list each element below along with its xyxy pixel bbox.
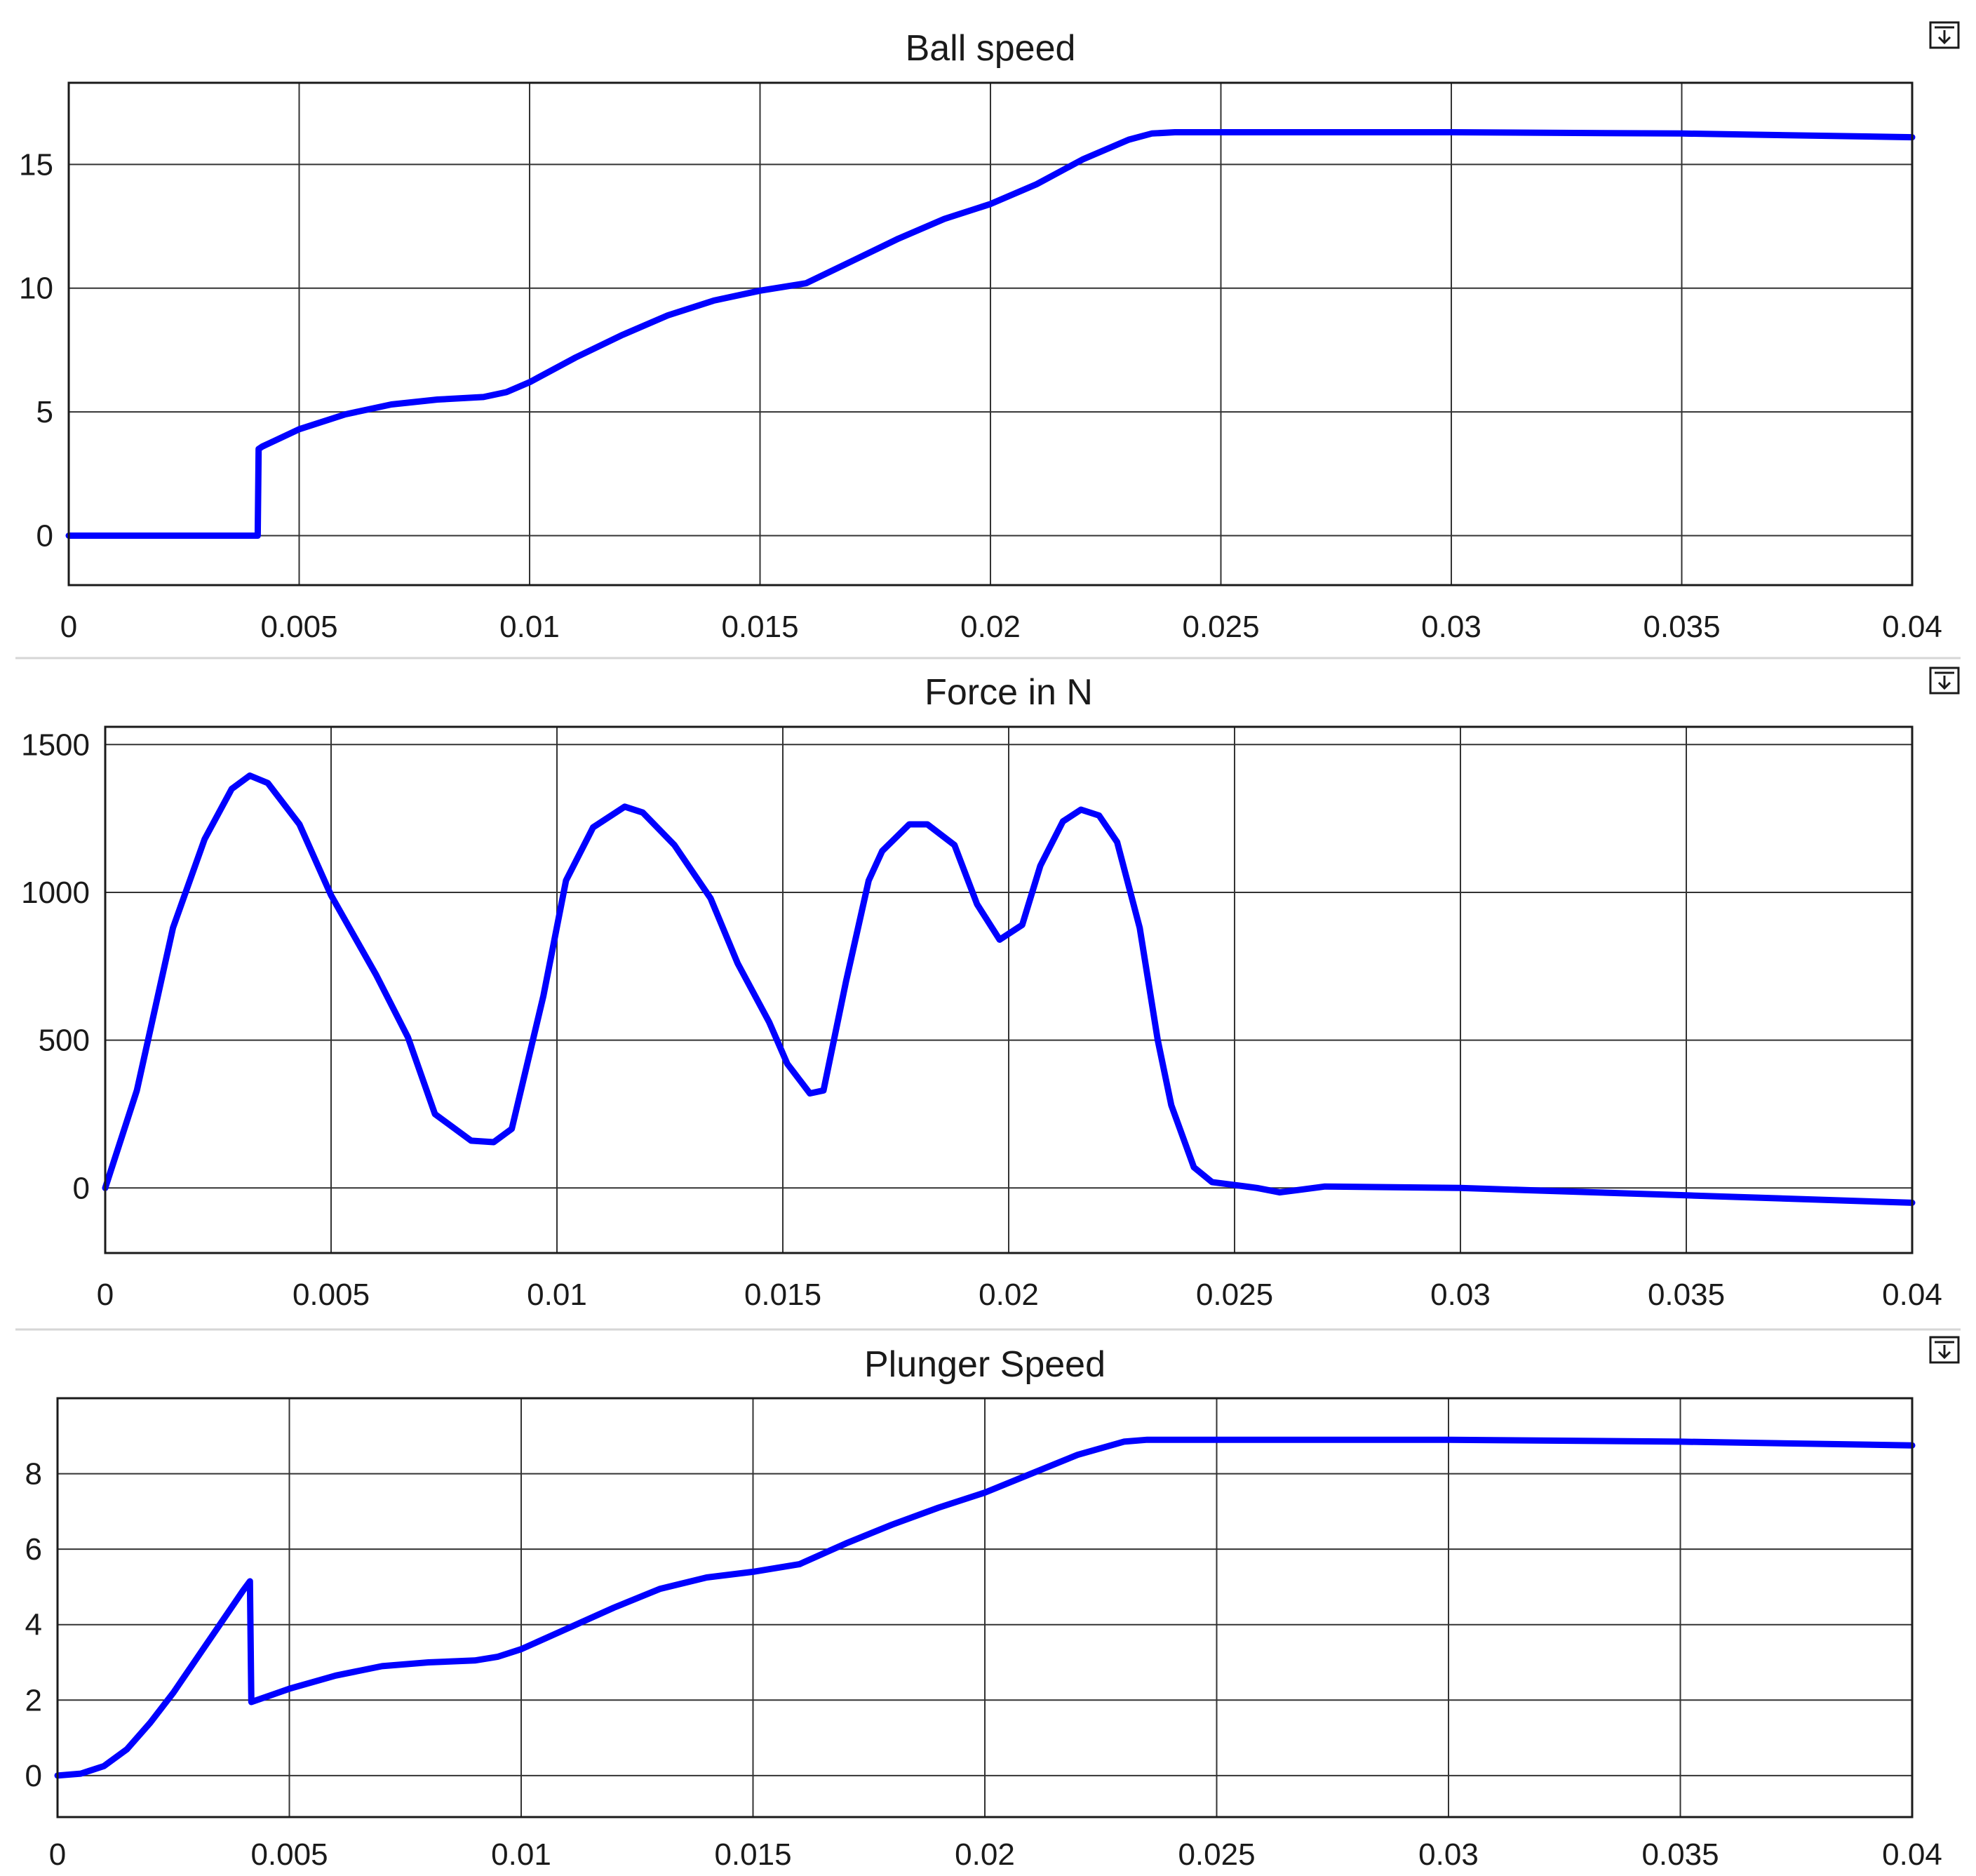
y-tick-label: 2 — [25, 1683, 42, 1717]
x-tick-label: 0.04 — [1882, 1837, 1942, 1872]
y-tick-label: 0 — [36, 518, 53, 553]
dock-icon-arrow — [1937, 1351, 1951, 1360]
series-line-1 — [54, 1436, 1916, 1779]
x-tick-label: 0.03 — [1421, 610, 1481, 644]
x-tick-label: 0.01 — [527, 1278, 587, 1312]
y-tick-label: 6 — [25, 1532, 42, 1567]
x-tick-label: 0 — [49, 1837, 66, 1872]
x-tick-label: 0.03 — [1418, 1837, 1479, 1872]
chart-title: Plunger Speed — [864, 1344, 1105, 1385]
x-tick-label: 0.04 — [1882, 1278, 1942, 1312]
y-tick-label: 500 — [39, 1024, 90, 1058]
y-tick-label: 1500 — [21, 728, 90, 762]
x-tick-label: 0.03 — [1430, 1278, 1491, 1312]
plot-frame — [67, 81, 1914, 587]
x-tick-label: 0 — [60, 610, 77, 644]
x-tick-label: 0.04 — [1882, 610, 1942, 644]
dock-icon-arrow — [1937, 36, 1951, 45]
chart-title: Force in N — [925, 672, 1093, 713]
x-tick-label: 0.01 — [491, 1837, 551, 1872]
x-tick-label: 0.015 — [721, 610, 798, 644]
x-tick-label: 0.025 — [1182, 610, 1259, 644]
dock-icon-arrow — [1937, 681, 1951, 690]
x-tick-label: 0.025 — [1196, 1278, 1273, 1312]
chart-panel-2: Force in N 0 0.005 0.01 0.015 0.02 0.025 0.03 0.… — [21, 666, 1960, 1312]
plot-frame — [56, 1397, 1914, 1818]
y-tick-label: 4 — [25, 1608, 42, 1642]
chart-panel-1: Ball speed 0 0.005 0.01 0.015 0.02 0.025 0.03 0.… — [19, 21, 1960, 644]
dock-arrow-icon[interactable] — [1929, 666, 1960, 695]
plot-frame — [104, 725, 1914, 1254]
y-tick-label: 1000 — [21, 876, 90, 910]
x-tick-label: 0.035 — [1641, 1837, 1719, 1872]
x-tick-label: 0.015 — [714, 1837, 791, 1872]
series-line-1 — [65, 129, 1916, 539]
y-tick-label: 8 — [25, 1457, 42, 1492]
x-tick-label: 0.005 — [250, 1837, 328, 1872]
x-tick-label: 0.035 — [1643, 610, 1720, 644]
x-tick-label: 0.005 — [260, 610, 337, 644]
x-tick-label: 0.025 — [1178, 1837, 1255, 1872]
x-tick-label: 0.02 — [979, 1278, 1039, 1312]
y-tick-label: 0 — [25, 1759, 42, 1793]
x-tick-label: 0.02 — [960, 610, 1021, 644]
chart-panel-3: Plunger Speed 0 0.005 0.01 0.015 0.02 0.025 0.0… — [25, 1336, 1960, 1872]
y-tick-label: 0 — [73, 1171, 90, 1205]
x-tick-label: 0.02 — [955, 1837, 1015, 1872]
x-tick-label: 0.015 — [744, 1278, 821, 1312]
dock-arrow-icon[interactable] — [1929, 1336, 1960, 1364]
chart-title: Ball speed — [906, 28, 1076, 69]
y-tick-label: 5 — [36, 395, 53, 429]
series-line-1 — [102, 772, 1916, 1206]
x-tick-label: 0.005 — [293, 1278, 370, 1312]
x-tick-label: 0 — [97, 1278, 114, 1312]
x-tick-label: 0.035 — [1648, 1278, 1725, 1312]
y-tick-label: 10 — [19, 272, 53, 306]
x-tick-label: 0.01 — [499, 610, 560, 644]
dock-arrow-icon[interactable] — [1929, 21, 1960, 49]
y-tick-label: 15 — [19, 147, 53, 182]
